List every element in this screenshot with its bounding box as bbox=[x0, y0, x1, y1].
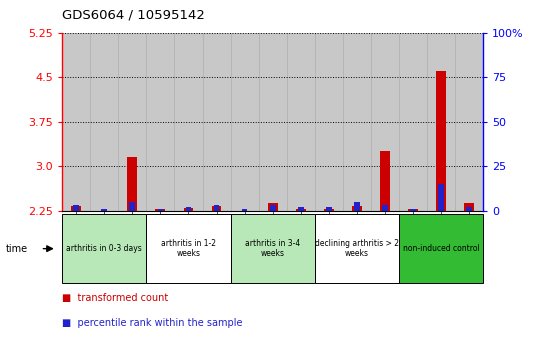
Bar bbox=[343, 33, 371, 211]
Bar bbox=[268, 203, 278, 211]
Bar bbox=[73, 205, 79, 211]
Bar bbox=[118, 33, 146, 211]
Text: time: time bbox=[5, 244, 28, 254]
Text: ■  transformed count: ■ transformed count bbox=[62, 293, 168, 303]
Bar bbox=[436, 71, 446, 211]
Bar bbox=[186, 207, 191, 211]
Bar bbox=[130, 202, 135, 211]
Bar bbox=[382, 205, 388, 211]
Text: GDS6064 / 10595142: GDS6064 / 10595142 bbox=[62, 9, 205, 22]
Text: arthritis in 1-2
weeks: arthritis in 1-2 weeks bbox=[161, 239, 216, 258]
Bar bbox=[156, 209, 165, 211]
Bar bbox=[259, 33, 287, 211]
Bar bbox=[146, 33, 174, 211]
Text: ■  percentile rank within the sample: ■ percentile rank within the sample bbox=[62, 318, 242, 328]
Bar bbox=[427, 33, 455, 211]
Text: non-induced control: non-induced control bbox=[403, 244, 480, 253]
Text: arthritis in 3-4
weeks: arthritis in 3-4 weeks bbox=[245, 239, 300, 258]
Bar bbox=[62, 33, 90, 211]
Bar bbox=[371, 33, 399, 211]
Bar bbox=[242, 209, 247, 211]
Bar bbox=[410, 209, 416, 211]
Bar bbox=[127, 157, 137, 211]
Bar bbox=[212, 207, 221, 211]
Bar bbox=[296, 209, 306, 211]
Bar bbox=[174, 33, 202, 211]
Bar bbox=[158, 209, 163, 211]
Bar bbox=[467, 207, 472, 211]
Bar bbox=[352, 206, 362, 211]
Bar bbox=[287, 33, 315, 211]
Bar bbox=[315, 33, 343, 211]
Bar bbox=[326, 207, 332, 211]
Bar bbox=[184, 208, 193, 211]
Bar bbox=[324, 209, 334, 211]
Bar bbox=[214, 205, 219, 211]
Bar bbox=[438, 184, 444, 211]
Bar bbox=[270, 205, 275, 211]
Bar bbox=[399, 33, 427, 211]
Bar bbox=[464, 203, 474, 211]
Bar bbox=[408, 209, 418, 211]
Text: declining arthritis > 2
weeks: declining arthritis > 2 weeks bbox=[315, 239, 399, 258]
Bar bbox=[202, 33, 231, 211]
Bar bbox=[231, 33, 259, 211]
Bar bbox=[71, 207, 81, 211]
Bar bbox=[102, 209, 107, 211]
Bar bbox=[298, 207, 303, 211]
Bar bbox=[455, 33, 483, 211]
Bar bbox=[354, 202, 360, 211]
Text: arthritis in 0-3 days: arthritis in 0-3 days bbox=[66, 244, 142, 253]
Bar bbox=[380, 151, 390, 211]
Bar bbox=[90, 33, 118, 211]
